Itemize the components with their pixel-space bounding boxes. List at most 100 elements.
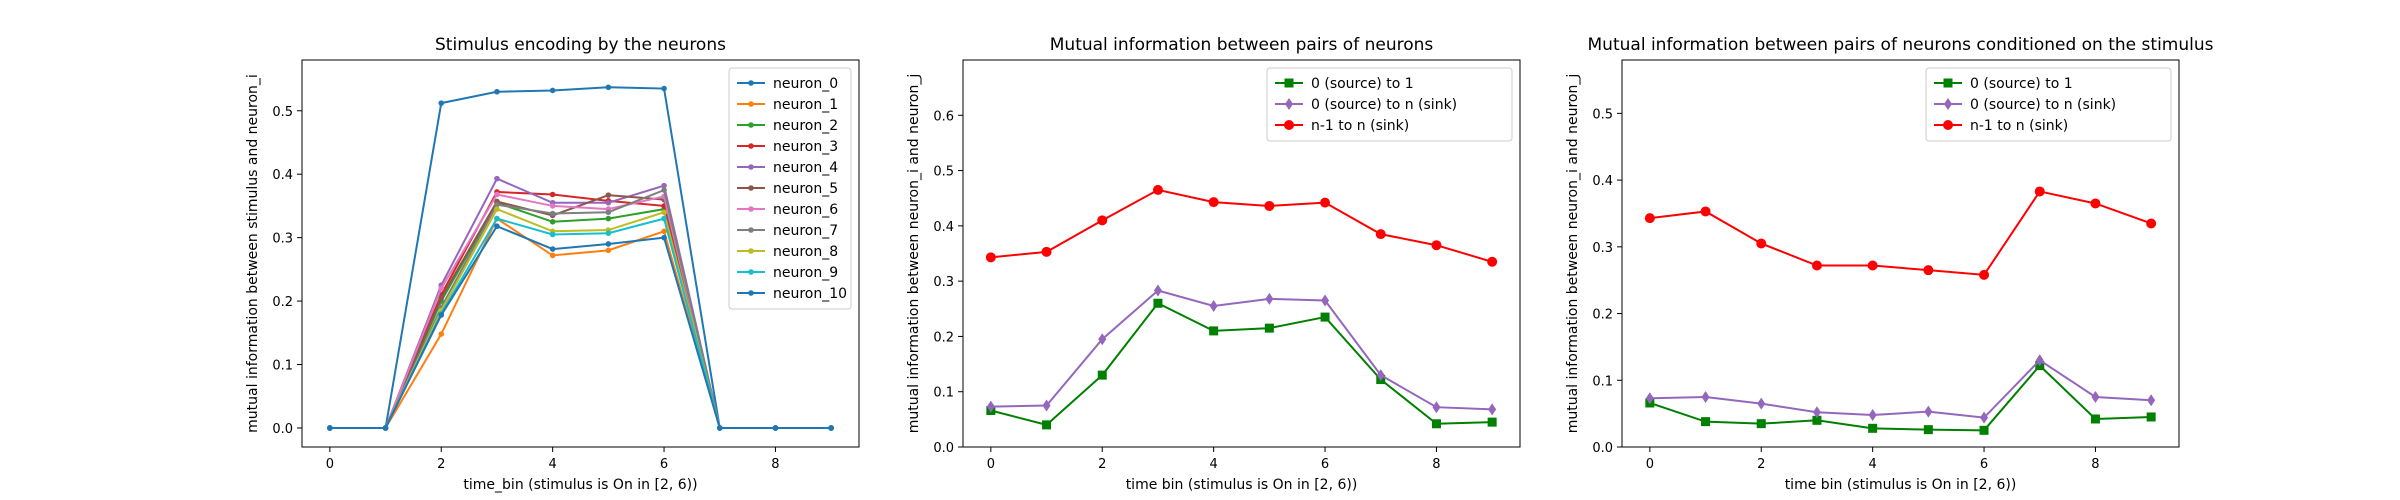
- y-axis-label: mutual information between stimulus and …: [245, 74, 261, 433]
- legend-entry: neuron_10: [737, 286, 847, 302]
- plot-frame: [1621, 59, 2180, 448]
- data-point: [494, 175, 500, 182]
- x-tick-label: 4: [1210, 457, 1218, 472]
- legend: 0 (source) to 1 0 (source) to n (sink) n-1…: [1266, 67, 1513, 142]
- data-point: [494, 206, 500, 212]
- chart-panel-2: Mutual information between pairs of neur…: [1565, 35, 2214, 493]
- legend-entry: neuron_0: [737, 76, 838, 92]
- legend-label: neuron_7: [773, 223, 838, 239]
- data-point: [2034, 186, 2045, 197]
- data-point: [1701, 390, 1710, 403]
- legend-label: neuron_4: [773, 160, 838, 176]
- data-point: [1153, 284, 1162, 297]
- legend-entry: neuron_9: [737, 265, 838, 281]
- legend: 0 (source) to 1 0 (source) to n (sink) n-1…: [1925, 67, 2172, 142]
- y-tick-label: 0.5: [933, 165, 954, 180]
- legend-entry: 0 (source) to 1: [1275, 76, 1414, 92]
- x-tick-label: 6: [660, 457, 668, 472]
- data-point: [438, 285, 445, 292]
- data-point: [605, 215, 612, 222]
- x-axis-label: time bin (stimulus is On in [2, 6)): [1785, 477, 2017, 493]
- x-tick-label: 6: [1980, 457, 1988, 472]
- y-tick-label: 0.4: [272, 168, 293, 183]
- y-tick-label: 0.3: [272, 232, 293, 247]
- data-point: [549, 210, 556, 217]
- data-point: [605, 230, 612, 236]
- data-point: [1487, 256, 1498, 267]
- data-point: [605, 241, 612, 247]
- legend-label: neuron_1: [773, 97, 838, 113]
- data-point: [661, 182, 667, 189]
- data-point: [748, 101, 754, 107]
- x-tick-label: 2: [1757, 457, 1765, 472]
- data-point: [494, 201, 500, 208]
- series-line: [329, 224, 832, 429]
- data-point: [438, 295, 445, 301]
- data-point: [438, 331, 445, 337]
- y-tick-label: 0.6: [933, 109, 954, 124]
- series-line: [1649, 358, 2152, 419]
- data-point: [748, 269, 754, 275]
- data-point: [1208, 197, 1219, 208]
- chart-title: Stimulus encoding by the neurons: [435, 35, 726, 55]
- legend-entry: neuron_8: [737, 244, 838, 260]
- legend-label: n-1 to n (sink): [1970, 118, 2068, 134]
- x-tick-label: 8: [2091, 457, 2099, 472]
- series-10: [327, 223, 834, 431]
- data-point: [1644, 213, 1655, 224]
- y-tick-label: 0.0: [272, 422, 293, 437]
- data-point: [2035, 354, 2044, 367]
- data-point: [494, 191, 500, 198]
- data-point: [605, 247, 612, 254]
- data-point: [661, 228, 667, 235]
- x-tick-label: 6: [1321, 457, 1329, 472]
- data-point: [1867, 260, 1878, 271]
- data-point: [1042, 399, 1051, 412]
- y-tick-label: 0.0: [1592, 441, 1613, 456]
- x-tick-label: 0: [987, 457, 995, 472]
- data-point: [748, 185, 754, 191]
- data-point: [494, 215, 500, 222]
- plot-frame: [301, 59, 860, 448]
- legend-entry: neuron_3: [737, 139, 838, 155]
- legend-entry: 0 (source) to n (sink): [1934, 97, 2116, 113]
- data-point: [748, 290, 754, 296]
- y-tick-label: 0.0: [933, 441, 954, 456]
- legend-label: 0 (source) to n (sink): [1311, 97, 1457, 113]
- data-point: [1811, 260, 1822, 271]
- series-2: [1644, 186, 2157, 280]
- data-point: [661, 215, 667, 222]
- data-point: [549, 252, 556, 259]
- x-tick-label: 4: [1869, 457, 1877, 472]
- chart-title: Mutual information between pairs of neur…: [1588, 35, 2214, 55]
- data-point: [1098, 333, 1107, 346]
- data-point: [1152, 184, 1163, 195]
- data-point: [1264, 200, 1275, 211]
- data-point: [1285, 98, 1293, 110]
- series-line: [1649, 190, 2152, 276]
- data-point: [1376, 369, 1385, 382]
- data-point: [1265, 292, 1274, 305]
- legend-label: neuron_2: [773, 118, 838, 134]
- y-tick-label: 0.3: [1592, 241, 1613, 256]
- x-tick-label: 0: [1646, 457, 1654, 472]
- data-point: [1812, 406, 1821, 419]
- data-point: [1320, 197, 1331, 208]
- data-point: [2146, 218, 2157, 229]
- y-tick-label: 0.4: [933, 220, 954, 235]
- data-point: [2090, 414, 2100, 424]
- data-point: [1979, 425, 1989, 435]
- data-point: [549, 203, 556, 209]
- legend-entry: neuron_2: [737, 118, 838, 134]
- y-tick-label: 0.1: [933, 386, 954, 401]
- data-point: [748, 206, 754, 212]
- y-tick-label: 0.4: [1592, 174, 1613, 189]
- data-point: [748, 80, 754, 86]
- legend-label: neuron_6: [773, 202, 838, 218]
- data-point: [1943, 120, 1953, 130]
- x-axis-label: time bin (stimulus is On in [2, 6)): [1126, 477, 1358, 493]
- y-tick-label: 0.5: [272, 105, 293, 120]
- legend-label: 0 (source) to 1: [1970, 76, 2073, 92]
- legend-box: [1266, 67, 1513, 142]
